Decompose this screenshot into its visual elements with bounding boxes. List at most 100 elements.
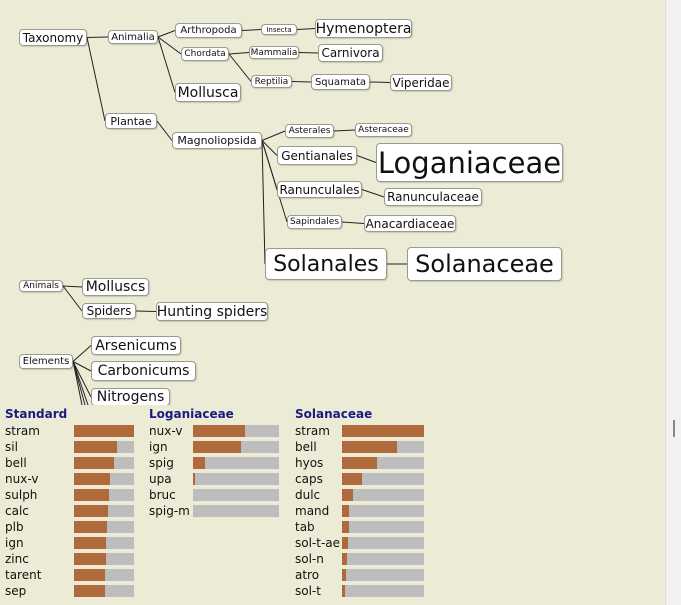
tree-edge xyxy=(72,345,92,362)
bar xyxy=(74,425,134,437)
bar xyxy=(342,569,347,581)
tree-edge xyxy=(86,37,106,122)
tree-node[interactable]: Carnivora xyxy=(318,44,383,62)
bar xyxy=(74,473,110,485)
bar xyxy=(74,505,109,517)
tree-edge xyxy=(261,140,278,156)
bar-track xyxy=(74,441,134,453)
bar-track xyxy=(193,425,279,437)
bar xyxy=(342,505,350,517)
tree-node[interactable]: Animals xyxy=(19,280,63,292)
bar-track xyxy=(193,457,279,469)
tree-node[interactable]: Gentianales xyxy=(277,146,357,165)
bar-track xyxy=(74,489,134,501)
tree-node[interactable]: Hunting spiders xyxy=(156,302,268,321)
bar-track xyxy=(74,473,134,485)
bar-track xyxy=(74,425,134,437)
tree-node[interactable]: Asteraceae xyxy=(355,123,412,137)
tree-node[interactable]: Molluscs xyxy=(82,278,149,296)
bar-track xyxy=(342,569,424,581)
row-label: stram xyxy=(5,424,40,438)
bar-track xyxy=(342,537,424,549)
bar xyxy=(342,553,347,565)
panel-title: Standard xyxy=(5,407,68,421)
bar-track xyxy=(342,585,424,597)
bar xyxy=(342,457,378,469)
bar-track xyxy=(342,521,424,533)
tree-node[interactable]: Mammalia xyxy=(249,46,299,59)
tree-node[interactable]: Squamata xyxy=(311,74,370,90)
row-label: stram xyxy=(295,424,330,438)
row-label: nux-v xyxy=(149,424,183,438)
row-label: caps xyxy=(295,472,323,486)
tree-node[interactable]: Magnoliopsida xyxy=(172,132,262,149)
tree-node[interactable]: Elements xyxy=(19,354,73,369)
row-label: hyos xyxy=(295,456,324,470)
tree-node[interactable]: Plantae xyxy=(105,113,157,129)
tree-edge xyxy=(157,36,182,55)
tree-node[interactable]: Nitrogens xyxy=(91,388,170,406)
row-label: sep xyxy=(5,584,27,598)
tree-node[interactable]: Carbonicums xyxy=(91,361,196,381)
tree-node[interactable]: Arthropoda xyxy=(175,23,242,38)
panel-title: Solanaceae xyxy=(295,407,373,421)
tree-node[interactable]: Hymenoptera xyxy=(315,19,412,38)
tree-edge xyxy=(72,361,92,398)
tree-node[interactable]: Insecta xyxy=(261,24,297,35)
row-label: zinc xyxy=(5,552,29,566)
tree-edge xyxy=(261,130,286,141)
tree-node[interactable]: Ranunculales xyxy=(277,181,362,198)
tree-node[interactable]: Mollusca xyxy=(175,83,241,102)
bar xyxy=(74,457,115,469)
tree-edge xyxy=(369,81,391,83)
tree-node[interactable]: Chordata xyxy=(181,47,229,61)
tree-edge xyxy=(356,155,377,163)
tree-node[interactable]: Taxonomy xyxy=(19,29,87,46)
bar-track xyxy=(342,553,424,565)
tree-node[interactable]: Arsenicums xyxy=(91,336,181,355)
row-label: bell xyxy=(5,456,27,470)
bar-track xyxy=(74,537,134,549)
bar xyxy=(342,521,349,533)
tree-node[interactable]: Loganiaceae xyxy=(376,143,563,182)
tree-edge xyxy=(157,30,176,38)
bar-track xyxy=(342,505,424,517)
row-label: ign xyxy=(149,440,168,454)
bar-track xyxy=(193,489,279,501)
bar-track xyxy=(342,441,424,453)
row-label: atro xyxy=(295,568,320,582)
bar xyxy=(74,569,106,581)
bar xyxy=(342,441,397,453)
tree-node[interactable]: Spiders xyxy=(82,303,136,319)
tree-edge xyxy=(62,285,83,312)
tree-edge xyxy=(333,129,356,132)
row-label: calc xyxy=(5,504,29,518)
row-label: sol-t-ae xyxy=(295,536,341,550)
tree-node[interactable]: Solanaceae xyxy=(407,247,562,281)
tree-node[interactable]: Viperidae xyxy=(390,74,452,91)
bar-track xyxy=(193,505,279,517)
scrollbar[interactable] xyxy=(665,0,681,605)
panel-title: Loganiaceae xyxy=(149,407,234,421)
bar-track xyxy=(342,473,424,485)
row-label: sol-n xyxy=(295,552,324,566)
bar xyxy=(74,521,107,533)
row-label: spig xyxy=(149,456,174,470)
tree-node[interactable]: Anacardiaceae xyxy=(364,215,456,232)
tree-node[interactable]: Solanales xyxy=(265,248,387,280)
scroll-thumb[interactable] xyxy=(673,420,675,437)
tree-node[interactable]: Animalia xyxy=(108,30,158,44)
bar xyxy=(74,441,118,453)
row-label: nux-v xyxy=(5,472,39,486)
tree-node[interactable]: Ranunculaceae xyxy=(384,188,482,206)
bar xyxy=(74,537,107,549)
tree-node[interactable]: Reptilia xyxy=(251,75,292,88)
bar xyxy=(342,425,424,437)
tree-edge xyxy=(228,53,252,82)
tree-node[interactable]: Asterales xyxy=(285,124,334,138)
tree-node[interactable]: Sapindales xyxy=(287,215,342,229)
tree-edge xyxy=(341,221,365,224)
row-label: spig-m xyxy=(149,504,190,518)
tree-edge xyxy=(135,310,157,312)
row-label: sulph xyxy=(5,488,38,502)
